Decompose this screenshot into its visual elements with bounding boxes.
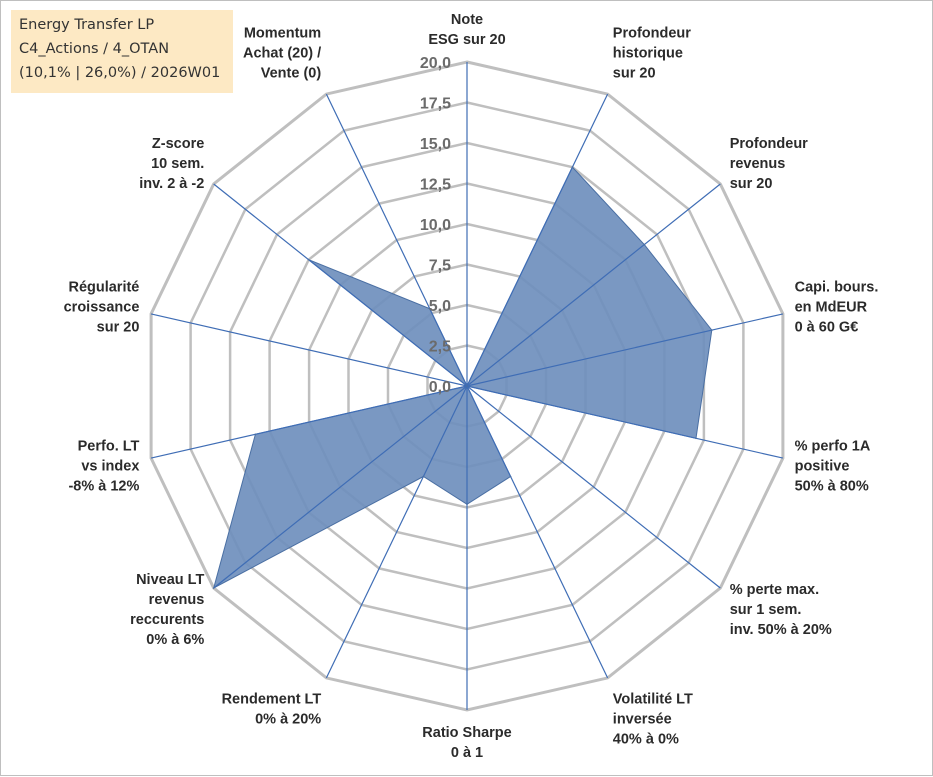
axis-label-13-line-1: Achat (20) /	[243, 45, 321, 61]
axis-label-7-line-0: Ratio Sharpe	[422, 725, 511, 741]
axis-label-1: Profondeur historique sur 20	[613, 25, 691, 81]
tick-label-0: 0,0	[429, 379, 451, 396]
axis-label-8: Rendement LT 0% à 20%	[222, 692, 322, 728]
axis-label-7-line-1: 0 à 1	[451, 745, 483, 761]
spoke-5	[466, 385, 721, 589]
data-point-4	[695, 437, 697, 440]
data-point-10	[254, 433, 257, 436]
data-point-13	[428, 307, 431, 310]
axis-label-7: Ratio Sharpe 0 à 1	[422, 725, 511, 761]
axis-label-4: % perfo 1A positive 50% à 80%	[795, 439, 871, 495]
axis-label-6-line-2: 40% à 0%	[613, 732, 679, 748]
data-point-3	[711, 329, 713, 331]
spoke-11	[150, 313, 468, 387]
data-point-7	[466, 503, 468, 506]
axis-label-5: % perte max. sur 1 sem. inv. 50% à 20%	[730, 582, 832, 638]
spoke-8	[325, 385, 468, 679]
spoke-6	[466, 385, 609, 679]
tick-label-1: 2,5	[429, 339, 451, 356]
spoke-13	[325, 93, 468, 387]
tick-label-3: 7,5	[429, 258, 451, 275]
axis-label-10: Perfo. LT vs index -8% à 12%	[68, 439, 139, 495]
data-point-11	[466, 385, 468, 387]
data-point-9	[212, 587, 215, 589]
axis-label-13-line-0: Momentum	[244, 25, 321, 41]
axis-label-4-line-1: positive	[795, 459, 850, 475]
axis-label-10-line-2: -8% à 12%	[68, 479, 139, 495]
tick-label-7: 17,5	[420, 96, 451, 113]
data-point-1	[571, 166, 574, 168]
axis-label-5-line-1: sur 1 sem.	[730, 602, 802, 618]
info-box: Energy Transfer LP C4_Actions / 4_OTAN (…	[11, 10, 233, 93]
axis-label-9-line-1: revenus	[149, 592, 205, 608]
axis-label-4-line-0: % perfo 1A	[795, 439, 871, 455]
data-point-2	[643, 243, 646, 246]
tick-label-2: 5,0	[429, 298, 451, 315]
axis-label-0-line-0: Note	[451, 12, 483, 28]
axis-label-12: Z-score 10 sem. inv. 2 à -2	[139, 136, 204, 192]
axis-label-0-line-1: ESG sur 20	[428, 32, 505, 48]
data-point-6	[509, 475, 512, 478]
axis-label-13: Momentum Achat (20) / Vente (0)	[243, 25, 321, 81]
spoke-1	[466, 93, 609, 387]
axis-label-8-line-1: 0% à 20%	[255, 712, 321, 728]
axis-label-9-line-0: Niveau LT	[136, 572, 204, 588]
axis-label-1-line-0: Profondeur	[613, 25, 691, 41]
axis-label-11-line-0: Régularité	[68, 279, 139, 295]
spoke-9	[213, 385, 468, 589]
info-category: C4_Actions / 4_OTAN	[19, 41, 170, 57]
axis-label-11: Régularité croissance sur 20	[64, 279, 140, 335]
data-point-12	[307, 258, 310, 261]
tick-label-4: 10,0	[420, 217, 451, 234]
axis-label-6-line-1: inversée	[613, 712, 672, 728]
axis-label-10-line-0: Perfo. LT	[78, 439, 140, 455]
axis-label-11-line-2: sur 20	[97, 319, 140, 335]
tick-label-6: 15,0	[420, 136, 451, 153]
spoke-10	[150, 385, 468, 459]
info-company-name: Energy Transfer LP	[19, 17, 155, 33]
info-period: (10,1% | 26,0%) / 2026W01	[19, 65, 221, 81]
axis-label-5-line-2: inv. 50% à 20%	[730, 622, 832, 638]
axis-label-12-line-2: inv. 2 à -2	[139, 176, 204, 192]
axis-label-1-line-1: historique	[613, 45, 683, 61]
axis-label-8-line-0: Rendement LT	[222, 692, 322, 708]
axis-label-6-line-0: Volatilité LT	[613, 692, 693, 708]
axis-label-13-line-2: Vente (0)	[261, 65, 322, 81]
axis-label-4-line-2: 50% à 80%	[795, 479, 869, 495]
tick-label-5: 12,5	[420, 177, 451, 194]
axis-label-9-line-3: 0% à 6%	[146, 632, 204, 648]
axis-label-5-line-0: % perte max.	[730, 582, 819, 598]
spoke-4	[466, 385, 784, 459]
data-point-8	[422, 475, 425, 478]
axis-label-3-line-1: en MdEUR	[795, 299, 868, 315]
axis-label-9-line-2: reccurents	[130, 612, 204, 628]
axis-label-1-line-2: sur 20	[613, 65, 656, 81]
axis-label-9: Niveau LT revenus reccurents 0% à 6%	[130, 572, 204, 648]
axis-label-10-line-1: vs index	[81, 459, 139, 475]
axis-label-12-line-1: 10 sem.	[151, 156, 204, 172]
axis-label-6: Volatilité LT inversée 40% à 0%	[613, 692, 693, 748]
axis-label-2: Profondeur revenus sur 20	[730, 136, 808, 192]
axis-label-0: Note ESG sur 20	[428, 12, 505, 48]
axis-label-12-line-0: Z-score	[152, 136, 204, 152]
axis-label-3-line-2: 0 à 60 G€	[795, 319, 859, 335]
tick-label-8: 20,0	[420, 55, 451, 72]
spoke-2	[466, 183, 721, 387]
axis-label-3: Capi. bours. en MdEUR 0 à 60 G€	[795, 279, 879, 335]
axis-label-2-line-0: Profondeur	[730, 136, 808, 152]
axis-label-3-line-0: Capi. bours.	[795, 279, 879, 295]
spoke-3	[466, 313, 784, 387]
axis-label-2-line-1: revenus	[730, 156, 786, 172]
axis-label-11-line-1: croissance	[64, 299, 140, 315]
axis-label-2-line-2: sur 20	[730, 176, 773, 192]
spoke-12	[213, 183, 468, 387]
